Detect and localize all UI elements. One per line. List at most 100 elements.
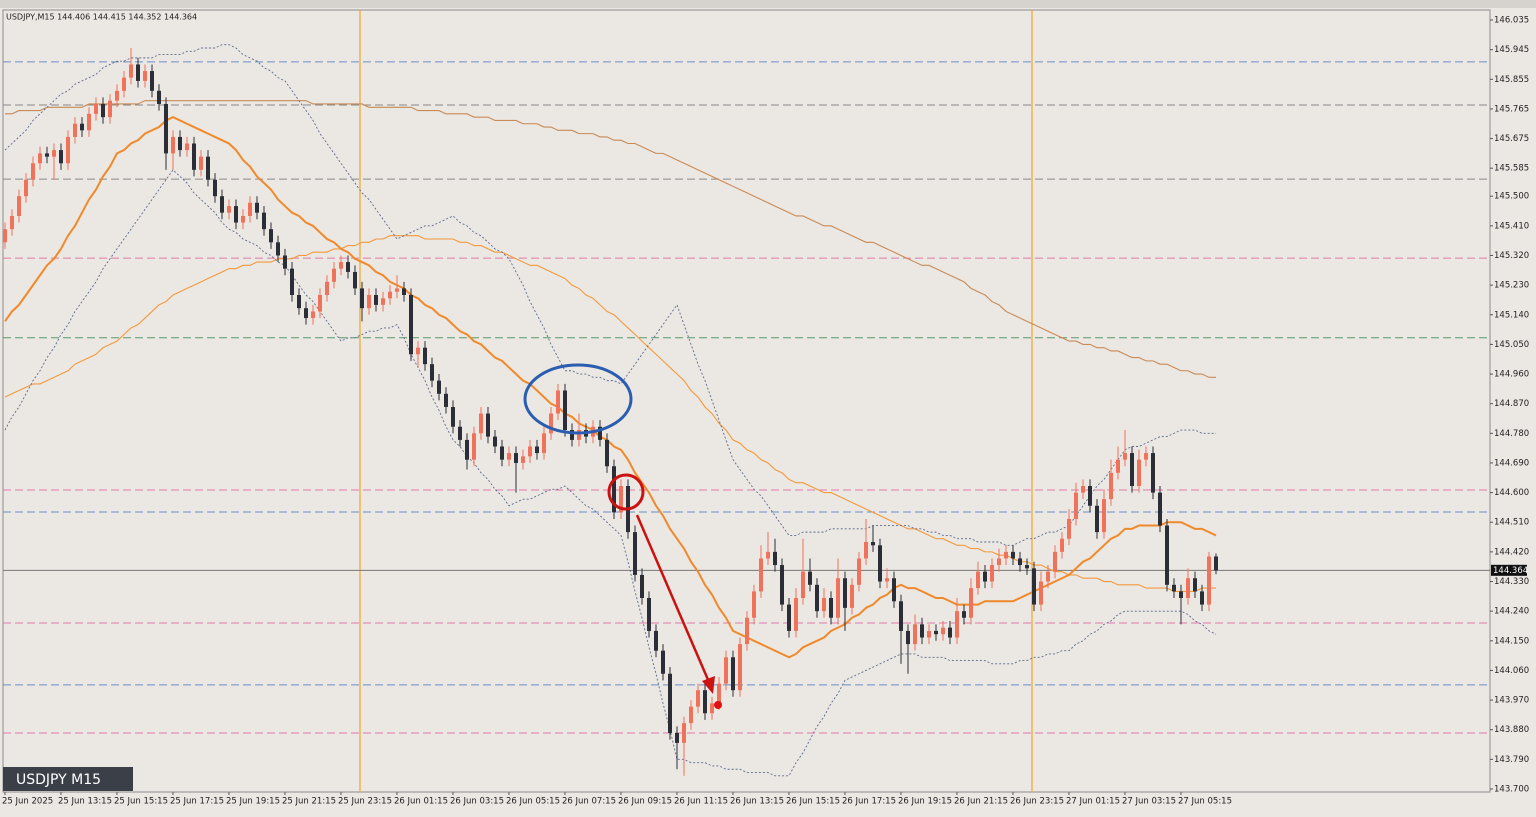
candle-body (409, 294, 413, 355)
candle-body (374, 294, 378, 305)
candle-body (3, 229, 7, 243)
candle-body (1130, 453, 1134, 487)
candle-body (24, 179, 28, 197)
x-tick-label: 26 Jun 15:15 (786, 797, 840, 807)
x-tick-label: 27 Jun 03:15 (1122, 797, 1176, 807)
candle-body (304, 308, 308, 319)
candle-body (178, 136, 182, 151)
y-tick-label: 144.240 (1494, 607, 1529, 617)
last-price-tag (1491, 564, 1527, 576)
candle-body (59, 150, 63, 164)
candle-body (94, 103, 98, 114)
candle-body (500, 446, 504, 460)
y-tick-label: 145.050 (1494, 340, 1529, 350)
candle-body (122, 77, 126, 91)
x-tick-label: 26 Jun 19:15 (898, 797, 952, 807)
candle-body (556, 390, 560, 414)
candle-body (843, 578, 847, 608)
candle-body (934, 630, 938, 635)
candle-body (1018, 558, 1022, 566)
candle-body (689, 706, 693, 724)
candle-body (290, 268, 294, 295)
candle-body (675, 733, 679, 743)
candle-body (1081, 486, 1085, 493)
candle-body (241, 215, 245, 223)
candle-body (906, 630, 910, 645)
y-tick-label: 144.960 (1494, 370, 1529, 380)
candle-body (283, 255, 287, 269)
candle-body (955, 611, 959, 638)
candle-body (633, 532, 637, 575)
candle-body (276, 242, 280, 256)
y-tick-label: 144.420 (1494, 547, 1529, 557)
x-tick-label: 25 Jun 13:15 (58, 797, 112, 807)
candle-body (157, 90, 161, 104)
y-tick-label: 145.945 (1494, 45, 1529, 55)
candle-body (759, 558, 763, 592)
candle-body (220, 196, 224, 213)
last-price-label: 144.364 (1493, 566, 1528, 576)
candle-body (577, 430, 581, 440)
candle-body (143, 71, 147, 81)
y-tick-label: 145.320 (1494, 251, 1529, 261)
target-dot (714, 701, 722, 709)
candle-body (1032, 568, 1036, 605)
candle-body (108, 100, 112, 118)
candle-body (1144, 453, 1148, 460)
candles (3, 47, 1218, 776)
indicator-lines (4, 44, 1217, 777)
candle-body (829, 597, 833, 618)
candle-body (521, 456, 525, 463)
arrow-shaft (635, 514, 711, 683)
candle-body (731, 657, 735, 691)
candle-body (311, 311, 315, 319)
candle-body (199, 156, 203, 170)
candle-body (395, 288, 399, 292)
candle-body (1011, 551, 1015, 559)
candle-body (248, 202, 252, 216)
x-tick-label: 26 Jun 17:15 (842, 797, 896, 807)
candle-body (619, 486, 623, 513)
candle-body (1039, 581, 1043, 605)
candle-body (486, 413, 490, 437)
candle-body (472, 433, 476, 460)
indicator-line (4, 235, 1216, 592)
y-tick-label: 144.060 (1494, 666, 1529, 676)
indicator-line (4, 44, 1216, 546)
candle-body (528, 446, 532, 457)
x-tick-label: 25 Jun 23:15 (338, 797, 392, 807)
y-tick-label: 145.500 (1494, 192, 1529, 202)
candle-body (1109, 472, 1113, 500)
candle-body (213, 179, 217, 197)
candle-body (598, 426, 602, 440)
x-tick-label: 26 Jun 23:15 (1010, 797, 1064, 807)
candle-body (976, 571, 980, 589)
highlight-circle (607, 473, 645, 511)
candle-body (927, 630, 931, 638)
x-tick-label: 25 Jun 17:15 (170, 797, 224, 807)
candle-body (1088, 486, 1092, 506)
candle-body (752, 591, 756, 618)
candle-body (549, 413, 553, 434)
candle-body (983, 571, 987, 582)
candle-body (969, 588, 973, 618)
x-tick-label: 25 Jun 2025 (2, 797, 53, 807)
candle-body (269, 229, 273, 243)
candle-body (1165, 525, 1169, 585)
candle-body (52, 150, 56, 157)
candle-body (136, 64, 140, 81)
symbol-label: USDJPY M15 (16, 772, 101, 788)
candle-body (297, 294, 301, 309)
candle-body (1172, 584, 1176, 592)
candle-body (794, 597, 798, 631)
y-tick-label: 144.780 (1494, 429, 1529, 439)
y-tick-label: 144.600 (1494, 488, 1529, 498)
candle-body (696, 690, 700, 707)
candle-body (1060, 538, 1064, 552)
candle-body (514, 453, 518, 463)
candle-body (150, 71, 154, 91)
candle-body (822, 597, 826, 612)
y-tick-label: 144.510 (1494, 518, 1529, 528)
candle-body (1151, 453, 1155, 493)
x-tick-label: 26 Jun 03:15 (450, 797, 504, 807)
